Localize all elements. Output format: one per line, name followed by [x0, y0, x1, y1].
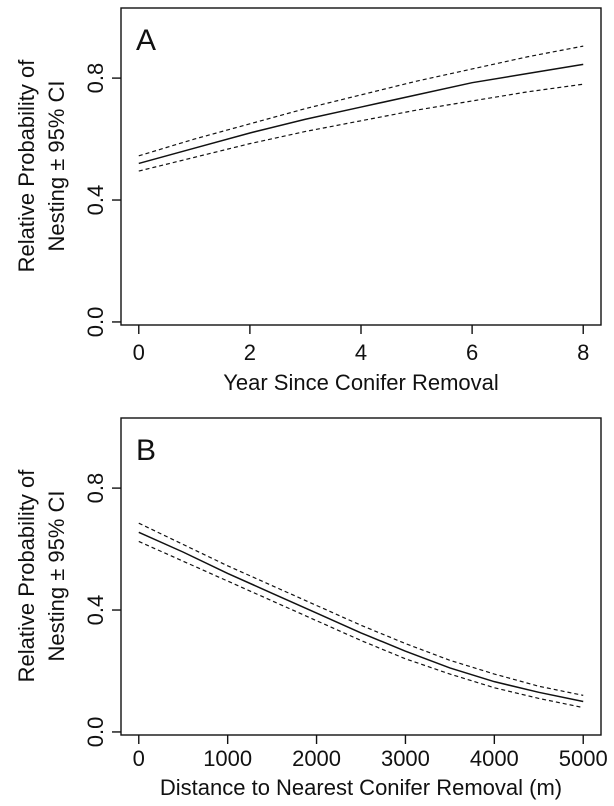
panel-b-x-tick-label-1: 1000 [203, 746, 252, 771]
panel-b-series-2-ci-bound [138, 540, 584, 709]
panel-b-y-tick-label-2: 0.8 [83, 473, 108, 504]
panel-b-x-tick-label-3: 3000 [381, 746, 430, 771]
panel-a-y-axis-title-line-1: Relative Probability of [14, 59, 39, 273]
panel-b-y-axis-title-line-1: Relative Probability of [14, 469, 39, 683]
panel-b-y-ticks: 0.0 0.4 0.8 [83, 473, 121, 747]
panel-a-x-tick-label-0: 0 [133, 340, 145, 365]
panel-b-x-ticks: 0 1000 2000 3000 4000 5000 [133, 735, 608, 771]
panel-a-series-2-ci-bound [138, 83, 584, 172]
panel-b-x-tick-label-2: 2000 [292, 746, 341, 771]
panel-b-x-tick-label-4: 4000 [470, 746, 519, 771]
panel-a-label: A [136, 24, 156, 57]
panel-b-y-tick-label-1: 0.4 [83, 595, 108, 626]
panel-b-y-axis-title-line-2: Nesting ± 95% CI [44, 490, 69, 661]
panel-a-y-tick-label-1: 0.4 [83, 185, 108, 216]
panel-b-label: B [136, 434, 156, 467]
panel-b-plot-frame [120, 417, 602, 736]
panel-b-x-axis-title: Distance to Nearest Conifer Removal (m) [160, 775, 562, 800]
panel-a-series-0-fitted-line [138, 63, 584, 165]
panel-a: A 0 2 4 6 8 0.0 0.4 0.8 Year Since Conifer Rem… [14, 7, 602, 395]
panel-b-series-1-ci-bound [138, 522, 584, 696]
panel-a-series-1-ci-bound [138, 45, 584, 157]
panel-a-y-tick-label-2: 0.8 [83, 63, 108, 94]
panel-a-x-axis-title: Year Since Conifer Removal [223, 370, 499, 395]
panel-a-series-lines [138, 45, 584, 172]
panel-a-x-tick-label-3: 6 [466, 340, 478, 365]
panel-a-x-ticks: 0 2 4 6 8 [133, 325, 589, 365]
panel-a-x-tick-label-1: 2 [244, 340, 256, 365]
panel-b-y-tick-label-0: 0.0 [83, 717, 108, 748]
panel-b: B 0 1000 2000 3000 4000 5000 0.0 0.4 0.8 Distan… [14, 417, 608, 800]
panel-a-plot-frame [120, 7, 602, 326]
panel-a-x-tick-label-2: 4 [355, 340, 367, 365]
panel-b-series-0-fitted-line [138, 531, 584, 703]
panel-b-x-tick-label-0: 0 [133, 746, 145, 771]
panel-a-x-tick-label-4: 8 [577, 340, 589, 365]
panel-a-y-ticks: 0.0 0.4 0.8 [83, 63, 121, 337]
panel-a-y-tick-label-0: 0.0 [83, 307, 108, 338]
panel-b-x-tick-label-5: 5000 [559, 746, 608, 771]
panel-a-y-axis-title-line-2: Nesting ± 95% CI [44, 80, 69, 251]
panel-b-series-lines [138, 522, 584, 709]
